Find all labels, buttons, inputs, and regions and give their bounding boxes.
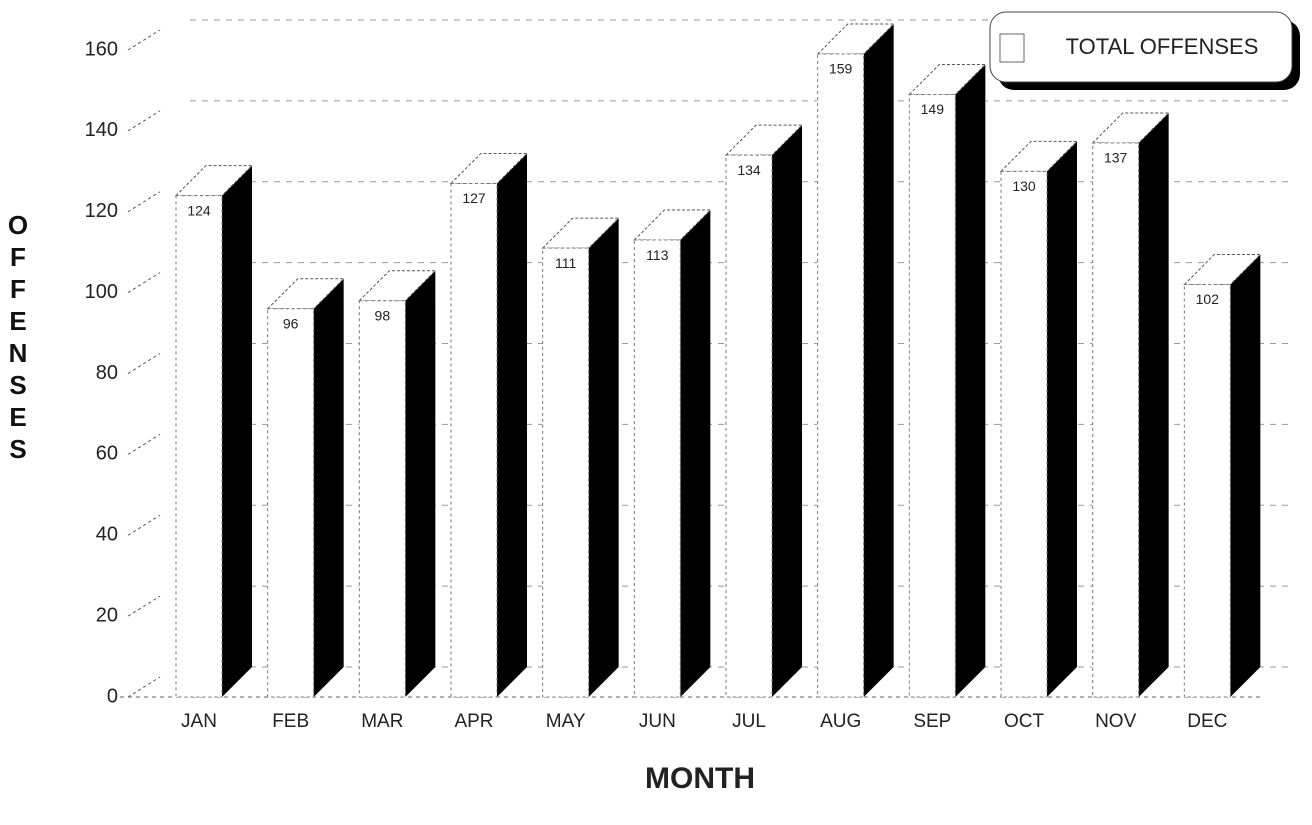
tick-mark: [127, 191, 161, 213]
bar: [450, 182, 498, 698]
legend-label: TOTAL OFFENSES: [1066, 34, 1259, 59]
legend-box: [989, 11, 1293, 83]
x-tick-label: SEP: [913, 711, 951, 732]
x-tick-label: NOV: [1095, 711, 1137, 732]
y-tick-label: 40: [96, 524, 118, 546]
x-tick-label: JAN: [181, 711, 217, 732]
x-tick-label: AUG: [820, 711, 861, 732]
value-label: 96: [283, 316, 299, 332]
bar-side: [497, 153, 527, 698]
x-tick-label: JUN: [639, 711, 676, 732]
bar-side: [405, 270, 436, 697]
tick-mark: [127, 29, 161, 51]
y-tick-label: 100: [85, 281, 118, 303]
bar-side: [680, 210, 711, 697]
bar: [175, 195, 223, 698]
value-label: 159: [829, 61, 853, 77]
bar: [1000, 170, 1048, 698]
value-label: 113: [646, 247, 669, 263]
x-tick-label: MAY: [546, 711, 586, 732]
y-tick-label: 120: [85, 200, 118, 222]
bar-side: [1230, 254, 1261, 697]
tick-mark: [127, 110, 161, 132]
x-tick-label: JUL: [732, 711, 766, 732]
bar: [725, 154, 773, 698]
y-tick-label: 60: [96, 443, 118, 465]
x-tick-label: DEC: [1187, 711, 1227, 732]
value-label: 102: [1196, 291, 1220, 307]
bar-side: [863, 24, 894, 697]
y-axis-label: OFFENSES: [3, 210, 33, 466]
y-tick-label: 20: [96, 604, 118, 626]
tick-mark: [127, 514, 161, 536]
bar: [1092, 142, 1140, 698]
value-label: 130: [1012, 178, 1036, 194]
value-label: 134: [737, 162, 761, 178]
tick-mark: [127, 353, 161, 374]
tick-mark: [127, 433, 161, 455]
value-label: 127: [462, 190, 486, 206]
bar-side: [588, 218, 619, 698]
value-label: 98: [375, 307, 391, 323]
bar: [908, 93, 956, 698]
tick-mark: [127, 272, 161, 294]
y-tick-label: 140: [85, 119, 118, 141]
y-tick-label: 160: [85, 38, 118, 60]
bar-side: [313, 278, 344, 697]
tick-mark: [127, 676, 161, 698]
bar-side: [1047, 141, 1077, 697]
x-tick-label: FEB: [272, 711, 309, 732]
x-tick-label: OCT: [1004, 711, 1045, 732]
bar-side: [772, 125, 802, 697]
y-tick-label: 80: [96, 362, 118, 384]
value-label: 124: [187, 202, 211, 218]
bar: [1183, 284, 1231, 698]
tick-mark: [127, 595, 161, 617]
bar: [267, 308, 315, 698]
x-tick-label: MAR: [361, 711, 403, 732]
bar-side: [222, 165, 252, 697]
y-tick-label: 0: [107, 685, 118, 707]
bar: [358, 300, 406, 698]
x-axis-label: MONTH: [645, 762, 755, 795]
bar: [633, 239, 681, 698]
legend-swatch: [999, 33, 1025, 63]
bar: [817, 53, 865, 698]
value-label: 149: [921, 101, 945, 117]
bar-side: [1138, 113, 1169, 698]
value-label: 111: [555, 255, 576, 271]
value-label: 137: [1104, 150, 1128, 166]
x-tick-label: APR: [454, 711, 493, 732]
bar-side: [955, 64, 986, 697]
bar: [542, 247, 590, 698]
